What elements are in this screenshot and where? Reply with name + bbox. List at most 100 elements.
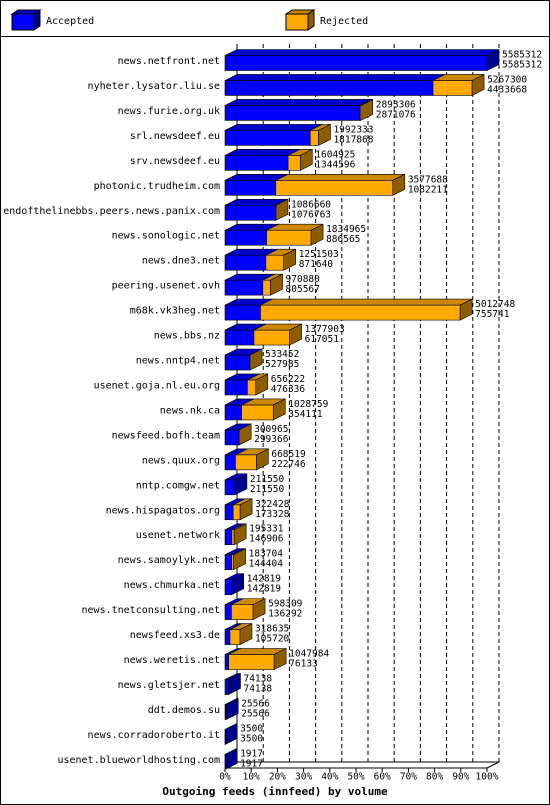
- x-tick-label: 80%: [426, 772, 443, 783]
- offered-label: 3577688: [408, 174, 448, 185]
- accepted-label: 886565: [326, 234, 360, 245]
- offered-label: 1834965: [326, 224, 366, 235]
- offered-label: 1604925: [315, 149, 355, 160]
- accepted-label: 76133: [289, 659, 318, 670]
- bar-top: [224, 49, 500, 56]
- category-label: news.netfront.net: [118, 56, 220, 67]
- accepted-label: 142819: [247, 584, 282, 595]
- bar-front: [241, 404, 274, 421]
- category-label: news.weretis.net: [124, 655, 220, 666]
- accepted-label: 211550: [250, 484, 285, 495]
- bar-top: [260, 298, 473, 306]
- accepted-label: 3500: [240, 733, 263, 744]
- accepted-label: 527985: [265, 359, 299, 370]
- bar-front: [224, 229, 267, 246]
- bar-front: [224, 55, 488, 71]
- x-tick-label: 90%: [452, 772, 469, 783]
- accepted-label: 476336: [271, 384, 306, 395]
- bar-side: [318, 123, 331, 146]
- bar-front: [228, 654, 275, 670]
- offered-label: 74138: [243, 674, 272, 685]
- offered-label: 1251503: [299, 249, 339, 260]
- category-label: srv.newsdeef.eu: [130, 156, 220, 167]
- offered-label: 533452: [265, 349, 299, 360]
- offered-label: 3500: [240, 723, 263, 734]
- accepted-label: 1917: [240, 758, 263, 769]
- bar-side: [392, 173, 406, 196]
- x-tick-label: 60%: [374, 772, 391, 783]
- bar-front: [224, 105, 360, 121]
- category-label: news.quux.org: [142, 455, 220, 466]
- accepted-label: 2871076: [376, 109, 416, 120]
- accepted-label: 136292: [268, 609, 302, 620]
- category-label: m68k.vk3heg.net: [130, 306, 220, 317]
- bar-front: [224, 554, 233, 571]
- accepted-label: 1817868: [333, 134, 373, 145]
- floor: [224, 761, 500, 769]
- bar-front: [224, 404, 242, 421]
- bar-side: [283, 248, 297, 271]
- bar-side: [249, 348, 263, 371]
- offered-label: 300965: [254, 424, 288, 435]
- category-label: news.bbs.nz: [154, 331, 220, 342]
- bar-front: [229, 629, 241, 645]
- category-label: news.gletsjer.net: [118, 680, 220, 691]
- offered-label: 5267300: [487, 74, 527, 85]
- x-tick-label: 40%: [321, 772, 338, 783]
- offered-label: 656222: [271, 374, 305, 385]
- category-label: nntp.comgw.net: [136, 480, 220, 491]
- offered-label: 1992333: [333, 124, 373, 135]
- bar-front: [224, 304, 261, 321]
- bar-front: [224, 180, 277, 196]
- bar-top: [224, 124, 323, 131]
- offered-label: 2893306: [376, 99, 416, 110]
- offered-label: 5012748: [475, 299, 515, 310]
- accepted-label: 1082211: [408, 184, 448, 195]
- bar-front: [224, 654, 229, 670]
- category-label: srl.newsdeef.eu: [130, 131, 220, 142]
- bar-front: [224, 479, 236, 496]
- category-label: usenet.network: [136, 530, 220, 541]
- category-label: news.sonologic.net: [112, 231, 220, 242]
- accepted-label: 105720: [255, 634, 290, 645]
- bar-front: [224, 429, 240, 446]
- offered-label: 211550: [250, 474, 285, 485]
- bar-front: [275, 180, 394, 196]
- bar-front: [260, 304, 461, 321]
- bar-side: [255, 373, 269, 396]
- offered-label: 1086660: [291, 199, 331, 210]
- accepted-label: 755741: [475, 309, 510, 320]
- bar-side: [471, 73, 485, 96]
- category-label: usenet.blueworldhosting.com: [57, 755, 220, 766]
- category-label: news.samoylyk.net: [118, 555, 220, 566]
- offered-label: 318635: [255, 624, 289, 635]
- offered-label: 1377903: [305, 324, 345, 335]
- category-label: news.dne3.net: [142, 256, 220, 267]
- category-label: newsfeed.xs3.de: [130, 630, 220, 641]
- offered-label: 195331: [249, 524, 284, 535]
- chart-title: Outgoing feeds (innfeed) by volume: [162, 785, 388, 798]
- accepted-label: 1344596: [315, 159, 355, 170]
- bar-front: [235, 454, 257, 471]
- accepted-label: 4433668: [487, 84, 527, 95]
- accepted-label: 25566: [241, 708, 270, 719]
- x-tick-label: 50%: [347, 772, 364, 783]
- bar-side: [252, 598, 266, 621]
- legend-label: Accepted: [46, 16, 94, 27]
- category-label: peering.usenet.ovh: [112, 281, 220, 292]
- bar-side: [239, 498, 253, 521]
- category-label: endofthelinebbs.peers.news.panix.com: [3, 206, 220, 217]
- accepted-label: 144404: [249, 559, 284, 570]
- category-label: news.nntp4.net: [136, 356, 220, 367]
- bar-top: [224, 149, 301, 156]
- bar-front: [224, 679, 229, 695]
- bar-side: [270, 273, 283, 296]
- bar-front: [253, 329, 290, 346]
- bar-front: [224, 354, 251, 371]
- offered-label: 322428: [255, 499, 290, 510]
- bar-side: [225, 697, 239, 720]
- bar-side: [273, 648, 287, 671]
- accepted-label: 146906: [249, 534, 284, 545]
- bar-front: [224, 155, 289, 171]
